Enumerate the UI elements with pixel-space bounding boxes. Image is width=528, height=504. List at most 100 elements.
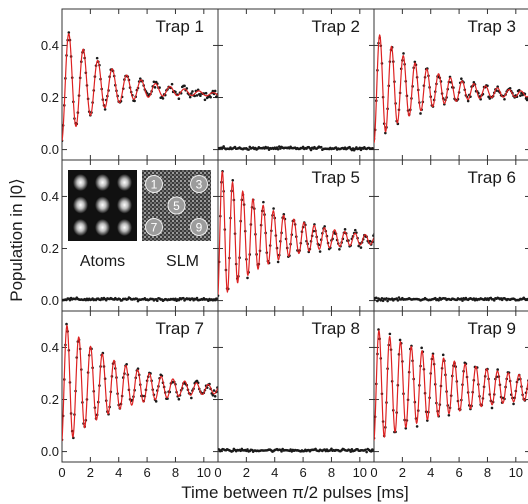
- data-point: [492, 299, 496, 302]
- panel-plot-area: [218, 145, 377, 152]
- x-tick-label: 2: [243, 465, 250, 480]
- data-point: [420, 346, 423, 350]
- slm-spot: [145, 218, 163, 236]
- y-tick-label: 0.0: [41, 142, 59, 157]
- data-point: [153, 86, 157, 89]
- atom-spot: [117, 174, 132, 191]
- y-tick-label: 0.4: [41, 340, 59, 355]
- data-point: [272, 207, 275, 210]
- data-point: [466, 99, 470, 103]
- data-point: [95, 56, 99, 60]
- data-point: [472, 81, 476, 84]
- data-point: [323, 225, 326, 228]
- panel-plot-area: [374, 33, 528, 144]
- data-point: [413, 60, 417, 64]
- x-tick-label: 4: [115, 465, 122, 480]
- data-point: [358, 146, 362, 150]
- y-tick-label: 0.4: [41, 189, 59, 204]
- data-point: [182, 296, 185, 300]
- trap-title: Trap 3: [467, 17, 516, 36]
- data-point: [125, 362, 128, 366]
- data-point: [503, 97, 506, 101]
- data-point: [191, 90, 194, 93]
- x-tick-label: 8: [484, 465, 491, 480]
- data-point: [380, 296, 384, 300]
- x-tick-label: 6: [299, 465, 306, 480]
- x-tick-label: 8: [328, 465, 335, 480]
- x-tick-label: 8: [172, 465, 179, 480]
- x-tick-label: 0: [58, 465, 65, 480]
- data-point: [247, 148, 250, 151]
- data-point: [364, 448, 367, 452]
- data-point: [154, 400, 158, 403]
- y-tick-label: 0.2: [41, 90, 59, 105]
- slm-label: SLM: [166, 253, 199, 270]
- atoms-slm-inset: Atoms 1 3 5 7 9 SLM: [68, 170, 211, 270]
- panel-9: Trap 9 0 2 4 6 8 10: [370, 310, 528, 480]
- data-point: [212, 389, 216, 392]
- data-point: [190, 396, 193, 400]
- data-point: [218, 385, 221, 388]
- x-tick-label: 10: [353, 465, 367, 480]
- data-point: [386, 299, 389, 303]
- data-point: [209, 95, 212, 99]
- data-point: [357, 244, 360, 248]
- atom-spot: [95, 219, 110, 236]
- x-axis-title: Time between π/2 pulses [ms]: [181, 483, 408, 502]
- panel-3: Trap 3: [373, 8, 528, 161]
- trap-title: Trap 5: [311, 168, 360, 187]
- x-tick-label: 2: [87, 465, 94, 480]
- data-point: [359, 246, 363, 249]
- x-tick-label: 2: [399, 465, 406, 480]
- panel-5: Trap 5: [217, 159, 375, 312]
- slm-spot-number: 5: [173, 199, 180, 213]
- data-point: [135, 297, 139, 301]
- panel-plot-area: [218, 170, 374, 297]
- data-point: [170, 82, 174, 86]
- data-point: [349, 450, 353, 453]
- slm-spot: [190, 218, 208, 236]
- panel-7: Trap 7 0.0 0.2 0.4 0 2 4 6 8 10: [41, 310, 221, 480]
- data-point: [365, 450, 368, 454]
- data-point: [65, 322, 68, 326]
- x-tick-label: 10: [509, 465, 523, 480]
- data-point: [512, 402, 515, 406]
- y-tick-label: 0.2: [41, 392, 59, 407]
- data-point: [419, 112, 422, 115]
- x-tick-label: 0: [214, 465, 221, 480]
- data-point: [276, 260, 280, 264]
- x-tick-label: 6: [455, 465, 462, 480]
- data-point: [351, 147, 355, 150]
- data-point: [334, 146, 338, 149]
- trap-title: Trap 2: [311, 17, 360, 36]
- x-tick-label: 4: [271, 465, 278, 480]
- data-point: [402, 52, 405, 55]
- data-point: [318, 250, 322, 253]
- data-point: [183, 84, 186, 88]
- panel-plot-area: [374, 328, 528, 441]
- data-point: [68, 298, 72, 302]
- data-point: [195, 94, 199, 97]
- atom-spot: [73, 196, 88, 214]
- atoms-label: Atoms: [80, 253, 125, 270]
- data-point: [437, 299, 440, 302]
- slm-spot: [190, 175, 208, 193]
- data-point: [246, 448, 249, 451]
- data-point: [211, 89, 215, 93]
- data-point: [103, 108, 107, 111]
- data-point: [374, 145, 377, 148]
- data-point: [379, 299, 383, 302]
- atom-spot: [117, 219, 132, 236]
- data-point: [218, 294, 220, 297]
- data-point: [338, 247, 341, 251]
- x-tick-label: 0: [370, 465, 377, 480]
- data-point: [195, 296, 199, 300]
- fit-curve: [374, 329, 528, 441]
- atom-spot: [73, 174, 88, 191]
- data-point: [374, 296, 378, 300]
- data-point: [301, 145, 305, 149]
- fit-curve: [218, 170, 374, 295]
- data-point: [161, 97, 165, 100]
